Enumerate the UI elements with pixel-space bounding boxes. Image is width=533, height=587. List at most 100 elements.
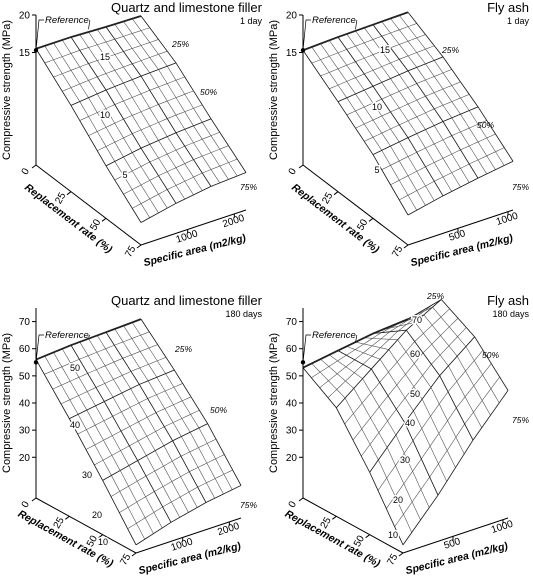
mesh-line	[70, 345, 172, 523]
z-tick-label: 70	[286, 317, 298, 328]
contour-label: 50	[410, 389, 420, 399]
mesh-line	[123, 21, 229, 180]
z-axis-label: Compressive strength (MPa)	[268, 333, 280, 473]
rate-tick-label: 25	[319, 515, 334, 531]
rate-label: 25%	[441, 45, 459, 55]
mesh-line	[311, 363, 413, 533]
area-tick-label: 1000	[490, 518, 515, 535]
mesh-line	[311, 313, 417, 378]
area-tick-label: 1000	[175, 228, 200, 245]
reference-point	[300, 360, 306, 365]
area-tick-label: 1000	[495, 210, 520, 227]
surface-column	[35, 48, 142, 223]
rate-label: 25%	[171, 39, 189, 49]
mesh-line	[399, 147, 505, 201]
rate-tick	[31, 164, 37, 169]
rate-tick-label: 0	[20, 166, 33, 177]
z-tick-label: 15	[19, 48, 31, 59]
rate-tick	[66, 191, 72, 196]
mesh-line	[35, 359, 137, 545]
reference-label: Reference	[45, 330, 89, 341]
mesh-line	[346, 346, 448, 482]
z-tick-label: 50	[286, 371, 298, 382]
mesh-line	[127, 469, 233, 529]
panel-subtitle: 180 days	[492, 309, 529, 319]
mesh-line	[336, 299, 442, 408]
z-tick-label: 20	[19, 11, 31, 22]
surface-row	[369, 336, 475, 473]
rate-tick	[332, 515, 337, 520]
contour-label: 60	[410, 349, 420, 359]
mesh-line	[70, 62, 177, 106]
mesh-line	[320, 358, 421, 521]
rate-tick	[136, 244, 142, 249]
mesh-line	[407, 160, 514, 216]
mesh-line	[355, 30, 461, 188]
area-tick-label: 2000	[216, 521, 241, 538]
mesh-line	[381, 322, 483, 428]
panel: 15 20 0 25 50 75 500 1000 Compressive strength (…	[268, 0, 529, 269]
rate-tick	[65, 515, 70, 520]
reference-label: Reference	[312, 15, 356, 26]
rate-label: 25%	[426, 291, 444, 301]
contour-label: 15	[380, 45, 390, 55]
rate-tick-label: 0	[287, 499, 300, 510]
contour-label: 5	[374, 165, 379, 175]
z-tick-label: 15	[286, 48, 298, 59]
z-axis-label: Compressive strength (MPa)	[268, 20, 280, 160]
area-axis	[135, 517, 242, 554]
rate-axis	[302, 497, 404, 554]
mesh-line	[302, 50, 409, 216]
z-axis-label: Compressive strength (MPa)	[1, 333, 13, 473]
surface-row	[336, 299, 442, 409]
area-tick-label: 500	[448, 228, 468, 244]
z-tick-label: 30	[19, 426, 31, 437]
mesh-line	[97, 29, 203, 191]
surface-row	[105, 118, 212, 167]
mesh-line	[346, 33, 453, 192]
mesh-line	[61, 348, 163, 529]
mesh-line	[355, 341, 456, 468]
surface-column	[337, 350, 439, 496]
mesh-line	[53, 42, 159, 214]
contour-label: 40	[70, 420, 80, 430]
rate-tick-label: 75	[123, 244, 138, 260]
rate-tick	[365, 534, 370, 539]
contour-label: 10	[100, 110, 110, 120]
mesh-line	[381, 21, 488, 175]
mesh-line	[96, 335, 198, 508]
mesh-line	[88, 338, 189, 513]
contour-label: 50	[70, 363, 80, 373]
surface-column	[302, 50, 409, 216]
area-axis	[407, 209, 514, 246]
rate-label: 50%	[210, 405, 227, 415]
rate-axis	[35, 164, 142, 246]
mesh-line	[302, 367, 404, 545]
mesh-line	[105, 332, 207, 503]
rate-label: 50%	[482, 350, 499, 360]
contour-label: 30	[400, 455, 410, 465]
rate-tick	[31, 497, 37, 502]
rate-label: 75%	[512, 415, 529, 425]
surface-row	[35, 15, 142, 50]
surface-column	[337, 36, 444, 197]
mesh-line	[390, 18, 496, 170]
contour-label: 5	[122, 170, 127, 180]
mesh-line	[114, 24, 221, 184]
rate-axis-label: Replacement rate (%)	[283, 508, 383, 570]
surface-column	[302, 367, 404, 546]
surface-row	[69, 369, 175, 419]
panel: 15 20 0 25 50 75 1000 2000 Compressive strength …	[1, 0, 263, 269]
z-tick-label: 20	[19, 453, 31, 464]
z-tick-label: 40	[19, 399, 31, 410]
panel-title: Quartz and limestone filler	[111, 0, 263, 15]
rate-tick-label: 50	[85, 533, 100, 549]
mesh-line	[119, 454, 225, 513]
rate-tick-label: 75	[385, 552, 400, 568]
rate-axis	[35, 497, 137, 554]
mesh-line	[364, 27, 470, 183]
rate-tick	[131, 552, 137, 557]
panel-subtitle: 1 day	[240, 16, 263, 26]
surface-column	[372, 24, 479, 179]
